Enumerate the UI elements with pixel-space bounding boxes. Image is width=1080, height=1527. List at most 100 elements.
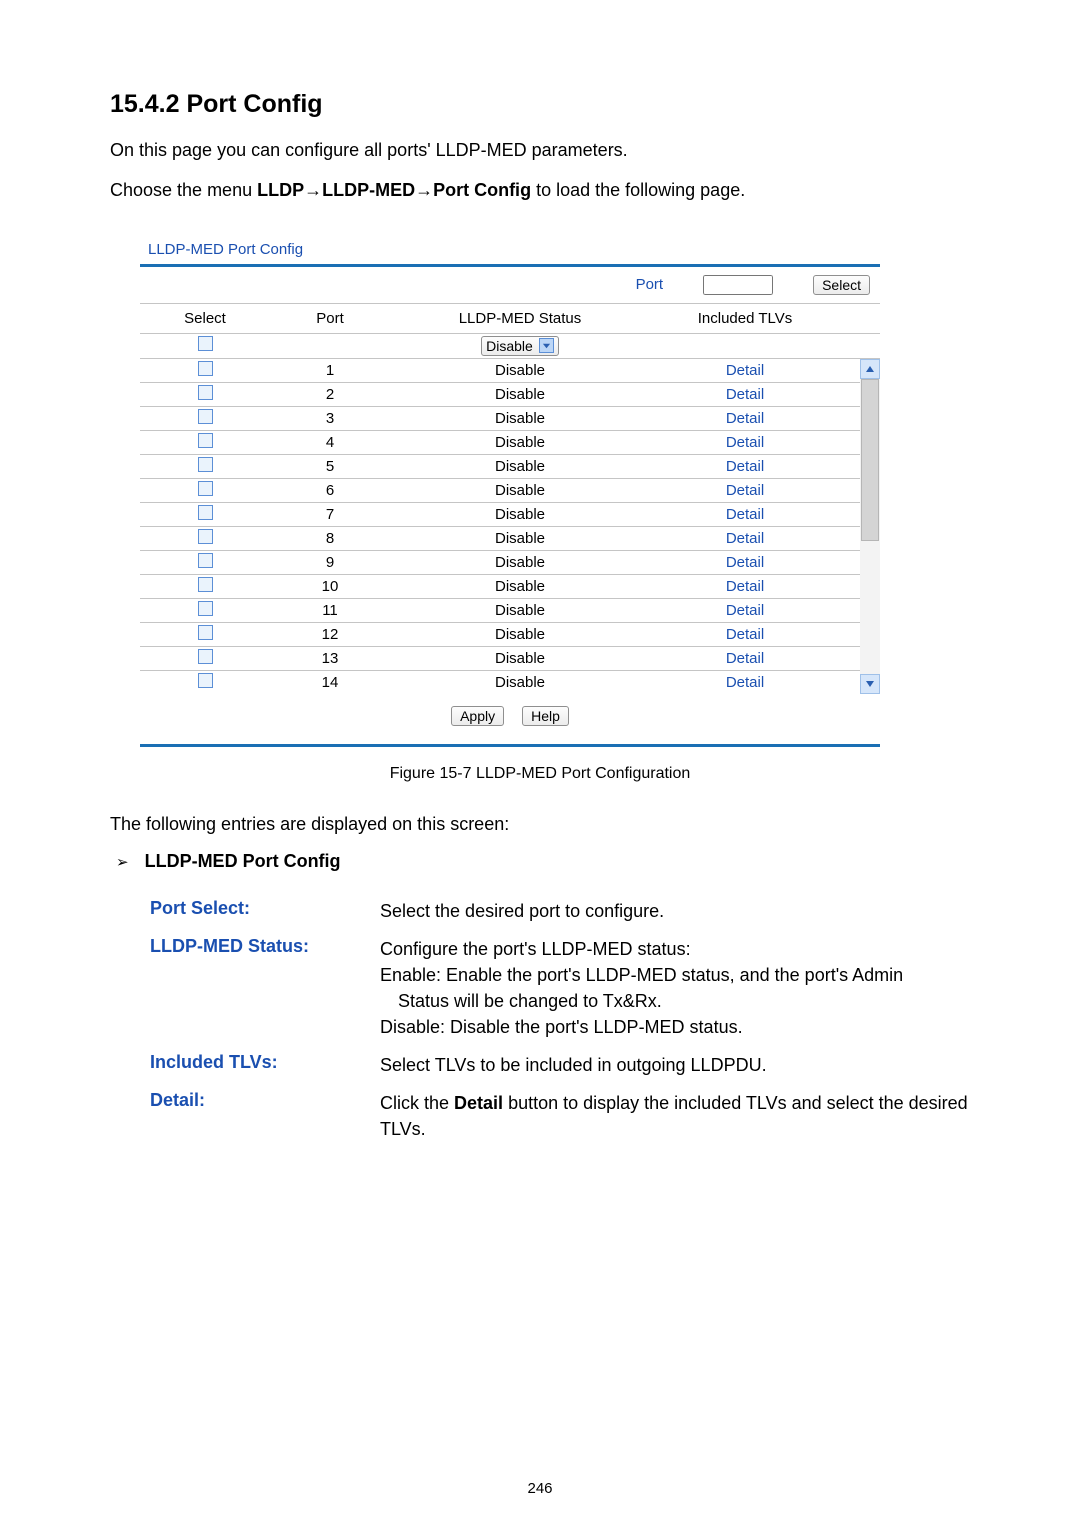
- def-desc-port-select: Select the desired port to configure.: [380, 892, 1010, 930]
- def-term-status: LLDP-MED Status:: [150, 930, 380, 1046]
- def-row-detail: Detail: Click the Detail button to displ…: [150, 1084, 1010, 1148]
- row-checkbox[interactable]: [198, 577, 213, 592]
- row-detail-link[interactable]: Detail: [650, 506, 840, 523]
- figure-caption: Figure 15-7 LLDP-MED Port Configuration: [110, 765, 970, 783]
- panel-button-row: Apply Help: [140, 694, 880, 744]
- row-port: 12: [270, 626, 390, 643]
- table-row: 13DisableDetail: [140, 647, 880, 671]
- table-body-wrap: 1DisableDetail2DisableDetail3DisableDeta…: [140, 359, 880, 694]
- help-button[interactable]: Help: [522, 706, 569, 726]
- scroll-track[interactable]: [860, 379, 880, 674]
- table-row: 6DisableDetail: [140, 479, 880, 503]
- row-checkbox[interactable]: [198, 673, 213, 688]
- row-status: Disable: [390, 554, 650, 571]
- detail-pre: Click the: [380, 1093, 454, 1113]
- row-detail-link[interactable]: Detail: [650, 410, 840, 427]
- row-status: Disable: [390, 362, 650, 379]
- row-detail-link[interactable]: Detail: [650, 458, 840, 475]
- status-select[interactable]: Disable: [481, 336, 559, 356]
- row-port: 4: [270, 434, 390, 451]
- row-status: Disable: [390, 434, 650, 451]
- row-detail-link[interactable]: Detail: [650, 434, 840, 451]
- row-detail-link[interactable]: Detail: [650, 362, 840, 379]
- row-checkbox[interactable]: [198, 625, 213, 640]
- chevron-down-icon: [539, 338, 554, 353]
- row-port: 2: [270, 386, 390, 403]
- row-detail-link[interactable]: Detail: [650, 674, 840, 691]
- lldp-med-port-config-panel: LLDP-MED Port Config Port Select Select …: [140, 231, 880, 747]
- status-select-value: Disable: [486, 338, 533, 354]
- row-status: Disable: [390, 386, 650, 403]
- column-header-select: Select: [140, 310, 270, 327]
- port-label: Port: [636, 276, 664, 293]
- column-header-tlvs: Included TLVs: [650, 310, 840, 327]
- row-status: Disable: [390, 530, 650, 547]
- def-term-tlvs: Included TLVs:: [150, 1046, 380, 1084]
- scroll-down-icon[interactable]: [860, 674, 880, 694]
- definitions-table: Port Select: Select the desired port to …: [150, 892, 1010, 1149]
- row-status: Disable: [390, 458, 650, 475]
- row-checkbox[interactable]: [198, 505, 213, 520]
- row-detail-link[interactable]: Detail: [650, 602, 840, 619]
- row-port: 14: [270, 674, 390, 691]
- row-detail-link[interactable]: Detail: [650, 554, 840, 571]
- row-checkbox[interactable]: [198, 361, 213, 376]
- def-row-tlvs: Included TLVs: Select TLVs to be include…: [150, 1046, 1010, 1084]
- bullet-lldp-med-port-config: ➢ LLDP-MED Port Config: [116, 851, 970, 872]
- select-button[interactable]: Select: [813, 275, 870, 295]
- row-checkbox[interactable]: [198, 529, 213, 544]
- row-checkbox[interactable]: [198, 649, 213, 664]
- row-checkbox[interactable]: [198, 433, 213, 448]
- port-input[interactable]: [703, 275, 773, 295]
- apply-button[interactable]: Apply: [451, 706, 504, 726]
- row-detail-link[interactable]: Detail: [650, 626, 840, 643]
- row-detail-link[interactable]: Detail: [650, 530, 840, 547]
- row-port: 7: [270, 506, 390, 523]
- def-row-port-select: Port Select: Select the desired port to …: [150, 892, 1010, 930]
- row-status: Disable: [390, 506, 650, 523]
- row-detail-link[interactable]: Detail: [650, 650, 840, 667]
- def-desc-status: Configure the port's LLDP-MED status: En…: [380, 930, 1010, 1046]
- row-checkbox[interactable]: [198, 601, 213, 616]
- status-line1: Configure the port's LLDP-MED status:: [380, 939, 691, 959]
- row-port: 13: [270, 650, 390, 667]
- section-heading: 15.4.2 Port Config: [110, 90, 970, 119]
- def-desc-detail: Click the Detail button to display the i…: [380, 1084, 1010, 1148]
- row-status: Disable: [390, 602, 650, 619]
- table-row: 3DisableDetail: [140, 407, 880, 431]
- row-status: Disable: [390, 674, 650, 691]
- row-detail-link[interactable]: Detail: [650, 482, 840, 499]
- table-row: 2DisableDetail: [140, 383, 880, 407]
- row-status: Disable: [390, 482, 650, 499]
- row-detail-link[interactable]: Detail: [650, 386, 840, 403]
- scroll-thumb[interactable]: [861, 379, 879, 541]
- bullet-title: LLDP-MED Port Config: [145, 851, 341, 872]
- table-row: 9DisableDetail: [140, 551, 880, 575]
- scrollbar[interactable]: [860, 359, 880, 694]
- triangle-right-icon: ➢: [116, 853, 129, 871]
- table-row: 10DisableDetail: [140, 575, 880, 599]
- page-number: 246: [0, 1480, 1080, 1497]
- row-checkbox[interactable]: [198, 385, 213, 400]
- menu-path: LLDP→LLDP-MED→Port Config: [257, 180, 531, 200]
- row-port: 1: [270, 362, 390, 379]
- row-port: 6: [270, 482, 390, 499]
- table-row: 4DisableDetail: [140, 431, 880, 455]
- status-line2a: Enable: Enable the port's LLDP-MED statu…: [380, 965, 903, 985]
- panel-title: LLDP-MED Port Config: [140, 231, 880, 267]
- table-row: 12DisableDetail: [140, 623, 880, 647]
- entries-intro: The following entries are displayed on t…: [110, 811, 970, 839]
- row-checkbox[interactable]: [198, 481, 213, 496]
- detail-bold: Detail: [454, 1093, 503, 1113]
- select-all-checkbox[interactable]: [198, 336, 213, 351]
- row-checkbox[interactable]: [198, 457, 213, 472]
- filter-row: Disable: [140, 334, 880, 359]
- status-line2b: Status will be changed to Tx&Rx.: [380, 988, 1010, 1014]
- row-port: 11: [270, 602, 390, 619]
- row-checkbox[interactable]: [198, 409, 213, 424]
- scroll-up-icon[interactable]: [860, 359, 880, 379]
- column-header-status: LLDP-MED Status: [390, 310, 650, 327]
- table-row: 11DisableDetail: [140, 599, 880, 623]
- row-checkbox[interactable]: [198, 553, 213, 568]
- row-detail-link[interactable]: Detail: [650, 578, 840, 595]
